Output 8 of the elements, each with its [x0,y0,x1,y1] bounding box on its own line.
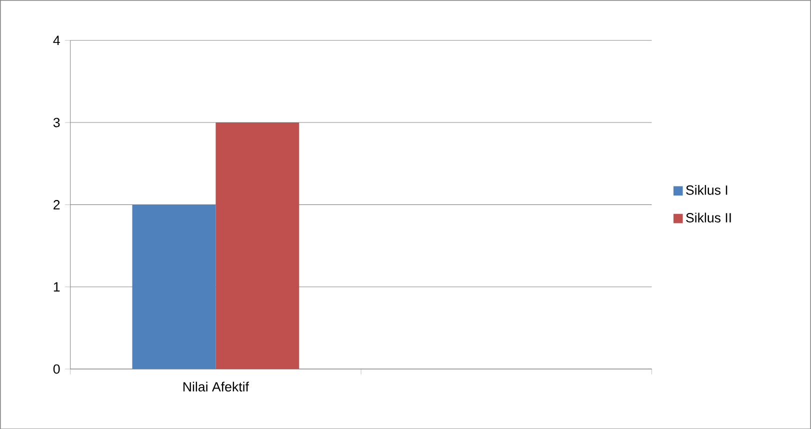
y-tick-label: 3 [53,118,60,128]
legend-label: Siklus I [686,184,728,195]
legend-label: Siklus II [686,212,731,222]
x-tick-label: Nilai Afektif [183,382,249,392]
y-tick-label: 2 [54,200,60,210]
y-tick-label: 1 [54,282,60,292]
y-tick-label: 0 [53,364,60,374]
y-tick-label: 4 [53,36,60,45]
